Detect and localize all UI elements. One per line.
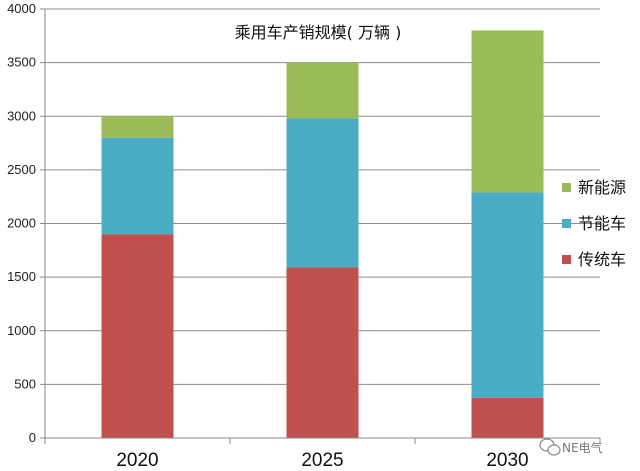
y-tick-label: 2000: [7, 216, 36, 231]
y-tick-label: 3000: [7, 108, 36, 123]
legend-label: 新能源: [578, 178, 626, 197]
y-tick-label: 3500: [7, 55, 36, 70]
y-tick-label: 2500: [7, 162, 36, 177]
chart-title: 乘用车产销规模( 万辆 ): [235, 23, 402, 42]
legend-label: 传统车: [578, 250, 626, 269]
y-axis-ticks: 0 500 1000 1500 2000 2500 3000 3500 4000: [7, 1, 45, 445]
bar-segment: [101, 116, 174, 138]
legend-swatch: [562, 183, 571, 192]
bar-segment: [471, 30, 544, 193]
x-tick-label: 2030: [486, 450, 528, 471]
legend-label: 节能车: [578, 214, 626, 233]
bar-segment: [471, 192, 544, 398]
bar-segment: [471, 397, 544, 438]
bar-segment: [101, 137, 174, 235]
bar-segment: [286, 62, 359, 119]
bar-segment: [101, 234, 174, 438]
y-tick-label: 0: [29, 430, 36, 445]
watermark: NE电气: [539, 438, 603, 456]
legend-swatch: [562, 219, 571, 228]
y-tick-label: 1500: [7, 269, 36, 284]
bar-segment: [286, 118, 359, 268]
legend-swatch: [562, 255, 571, 264]
y-tick-label: 1000: [7, 323, 36, 338]
bars: [101, 30, 544, 438]
x-tick-label: 2025: [301, 450, 343, 471]
y-tick-label: 4000: [7, 1, 36, 16]
x-axis-ticks: 2020 2025 2030: [44, 438, 601, 471]
wechat-icon: [539, 438, 561, 456]
x-tick-label: 2020: [116, 450, 158, 471]
bar-segment: [286, 267, 359, 438]
y-tick-label: 500: [14, 376, 36, 391]
watermark-text: NE电气: [562, 440, 603, 455]
